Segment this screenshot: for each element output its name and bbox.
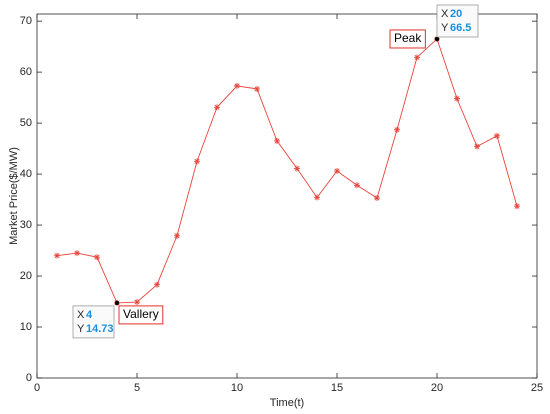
marker [254,85,260,92]
datatip-x-label: X [441,8,449,20]
x-tick-label: 25 [531,382,543,394]
annotation: Peak [389,29,426,49]
y-tick-label: 70 [20,15,32,27]
y-tick-label: 30 [20,219,32,231]
datatip-x-value: 20 [450,8,462,20]
marker [334,168,340,175]
datatip-point [114,300,120,306]
datatip-point [434,36,440,42]
marker [194,158,200,165]
annotation-text: Peak [394,31,422,45]
marker [134,299,140,306]
datatip-y-label: Y [77,323,85,335]
marker [154,281,160,288]
datatip-y-value: 14.73 [86,323,114,335]
marker [414,54,420,61]
y-tick-label: 50 [20,117,32,129]
marker [294,165,300,172]
marker [74,250,80,257]
marker [214,104,220,111]
marker [354,182,360,189]
annotation-text: Vallery [123,307,159,321]
y-tick-label: 40 [20,168,32,180]
datatip-x-value: 4 [86,309,93,321]
data-line [56,38,518,304]
marker [274,137,280,144]
annotation-box [118,305,164,325]
y-tick-label: 0 [26,372,32,384]
y-tick-label: 20 [20,270,32,282]
marker [494,132,500,139]
x-tick-label: 0 [34,382,40,394]
y-tick-label: 10 [20,321,32,333]
y-axis-label: Market Price($/MW) [8,147,20,245]
x-tick-label: 10 [231,382,243,394]
marker [394,126,400,133]
marker [174,232,180,239]
marker [454,95,460,102]
datatip-box [436,4,479,38]
marker [54,252,60,259]
marker [514,203,520,210]
x-tick-label: 5 [134,382,140,394]
marker [474,143,480,150]
x-axis-label: Time(t) [270,397,304,409]
marker [374,195,380,202]
datatip-y-value: 66.5 [450,22,471,34]
marker [314,194,320,201]
annotation: Vallery [118,305,164,325]
marker [94,254,100,261]
annotation-box [389,29,426,49]
marker [234,82,240,89]
datatip-box [72,305,115,339]
x-tick-label: 20 [431,382,443,394]
y-tick-label: 60 [20,66,32,78]
x-tick-label: 15 [331,382,343,394]
datatip-x-label: X [77,309,85,321]
datatip-y-label: Y [441,22,449,34]
